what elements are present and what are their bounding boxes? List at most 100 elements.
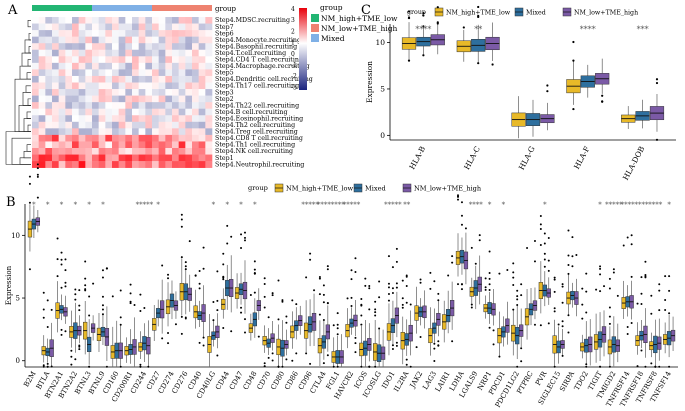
heatmap-cell bbox=[125, 75, 133, 83]
outlier-point bbox=[119, 323, 122, 326]
color-scale-tick: 3 bbox=[291, 17, 295, 24]
outlier-point bbox=[180, 256, 183, 259]
heatmap-cell bbox=[45, 89, 53, 96]
heatmap-cell bbox=[125, 30, 133, 37]
heatmap-cell bbox=[118, 23, 126, 31]
heatmap-cell bbox=[32, 128, 39, 136]
color-scale-bar bbox=[299, 8, 307, 90]
heatmap-cell bbox=[185, 128, 193, 136]
outlier-point bbox=[332, 324, 335, 327]
outlier-point bbox=[561, 301, 564, 304]
heatmap-cell bbox=[92, 95, 99, 103]
heatmap-cell bbox=[38, 23, 46, 31]
outlier-point bbox=[167, 277, 170, 280]
heatmap-cell bbox=[152, 30, 159, 37]
heatmap-cell bbox=[132, 128, 139, 136]
outlier-point bbox=[222, 326, 225, 329]
heatmap-cell bbox=[178, 95, 186, 103]
heatmap-cell bbox=[132, 154, 139, 162]
outlier-point bbox=[28, 201, 31, 204]
outlier-point bbox=[543, 252, 546, 255]
heatmap-cell bbox=[178, 89, 186, 96]
outlier-point bbox=[111, 295, 114, 298]
heatmap-cell bbox=[152, 49, 159, 57]
outlier-point bbox=[28, 268, 31, 271]
heatmap-cell bbox=[152, 82, 159, 90]
outlier-point bbox=[395, 247, 398, 250]
outlier-point bbox=[354, 270, 357, 273]
outlier-point bbox=[216, 309, 219, 312]
heatmap-cell bbox=[152, 141, 159, 149]
heatmap-cell bbox=[185, 154, 193, 162]
outlier-point bbox=[326, 354, 329, 357]
outlier-point bbox=[512, 271, 515, 274]
heatmap-cell bbox=[165, 148, 173, 155]
heatmap-cell bbox=[185, 95, 193, 103]
heatmap-cell bbox=[52, 69, 59, 77]
heatmap-cell bbox=[98, 36, 106, 44]
outlier-point bbox=[437, 340, 440, 343]
outlier-point bbox=[56, 237, 59, 240]
outlier-point bbox=[553, 276, 556, 279]
outlier-point bbox=[640, 302, 643, 305]
outlier-point bbox=[36, 173, 39, 176]
heatmap-cell bbox=[98, 134, 106, 142]
outlier-point bbox=[437, 344, 440, 347]
outlier-point bbox=[539, 244, 542, 247]
heatmap-cell bbox=[132, 69, 139, 77]
outlier-point bbox=[664, 275, 667, 278]
outlier-point bbox=[640, 349, 643, 352]
heatmap-cell bbox=[205, 121, 213, 129]
outlier-point bbox=[222, 275, 225, 278]
heatmap-cell bbox=[192, 95, 199, 103]
heatmap-row-label: Step4.Dendritic cell.recruiting bbox=[215, 76, 313, 83]
heatmap-cell bbox=[118, 148, 126, 155]
hla-boxplot-panel: group NM_high+TME_low Mixed NM_low+TME_high… bbox=[365, 5, 676, 182]
heatmap-cell bbox=[138, 23, 146, 31]
outlier-point bbox=[101, 308, 104, 311]
heatmap-cell bbox=[92, 128, 99, 136]
outlier-point bbox=[253, 291, 256, 294]
outlier-point bbox=[240, 306, 243, 309]
outlier-point bbox=[212, 319, 215, 322]
outlier-point bbox=[391, 348, 394, 351]
outlier-point bbox=[119, 365, 122, 368]
heatmap-cell bbox=[145, 75, 153, 83]
heatmap-cell bbox=[72, 154, 79, 162]
heatmap-cell bbox=[205, 141, 213, 149]
outlier-point bbox=[608, 306, 611, 309]
outlier-point bbox=[240, 233, 243, 236]
heatmap-cell bbox=[32, 95, 39, 103]
outlier-point bbox=[644, 365, 647, 368]
heatmap-cell bbox=[145, 23, 153, 31]
heatmap-row-labels: Step4.MDSC.recruitingStep7Step6Step4.Mon… bbox=[215, 17, 313, 168]
heatmap-cell bbox=[118, 82, 126, 90]
heatmap-row-label: Step4.Neutrophil.recruiting bbox=[215, 161, 304, 168]
heatmap-cell bbox=[145, 82, 153, 90]
dendrogram-branch bbox=[19, 157, 31, 165]
heatmap-cell bbox=[185, 148, 193, 155]
outlier-point bbox=[143, 306, 146, 309]
outlier-point bbox=[419, 335, 422, 338]
outlier-point bbox=[161, 337, 164, 340]
heatmap-row-label: Step7 bbox=[215, 24, 234, 31]
heatmap-cell bbox=[165, 62, 173, 70]
heatmap-cell bbox=[178, 82, 186, 90]
heatmap-cell bbox=[145, 43, 153, 51]
outlier-point bbox=[378, 280, 381, 283]
heatmap-cell bbox=[78, 102, 86, 109]
outlier-point bbox=[147, 365, 150, 368]
outlier-point bbox=[119, 316, 122, 319]
checkpoint-legend: group NM_high+TME_low Mixed NM_low+TME_high bbox=[248, 183, 482, 193]
heatmap-cell bbox=[85, 23, 93, 31]
heatmap-cell bbox=[32, 141, 39, 149]
outlier-point bbox=[291, 299, 294, 302]
heatmap-cell bbox=[72, 17, 79, 24]
heatmap-cell bbox=[85, 115, 93, 123]
outlier-point bbox=[599, 290, 602, 293]
outlier-point bbox=[46, 325, 49, 328]
significance-marker: **** bbox=[469, 201, 484, 209]
outlier-point bbox=[658, 283, 661, 286]
outlier-point bbox=[184, 268, 187, 271]
heatmap-cell bbox=[65, 43, 73, 51]
